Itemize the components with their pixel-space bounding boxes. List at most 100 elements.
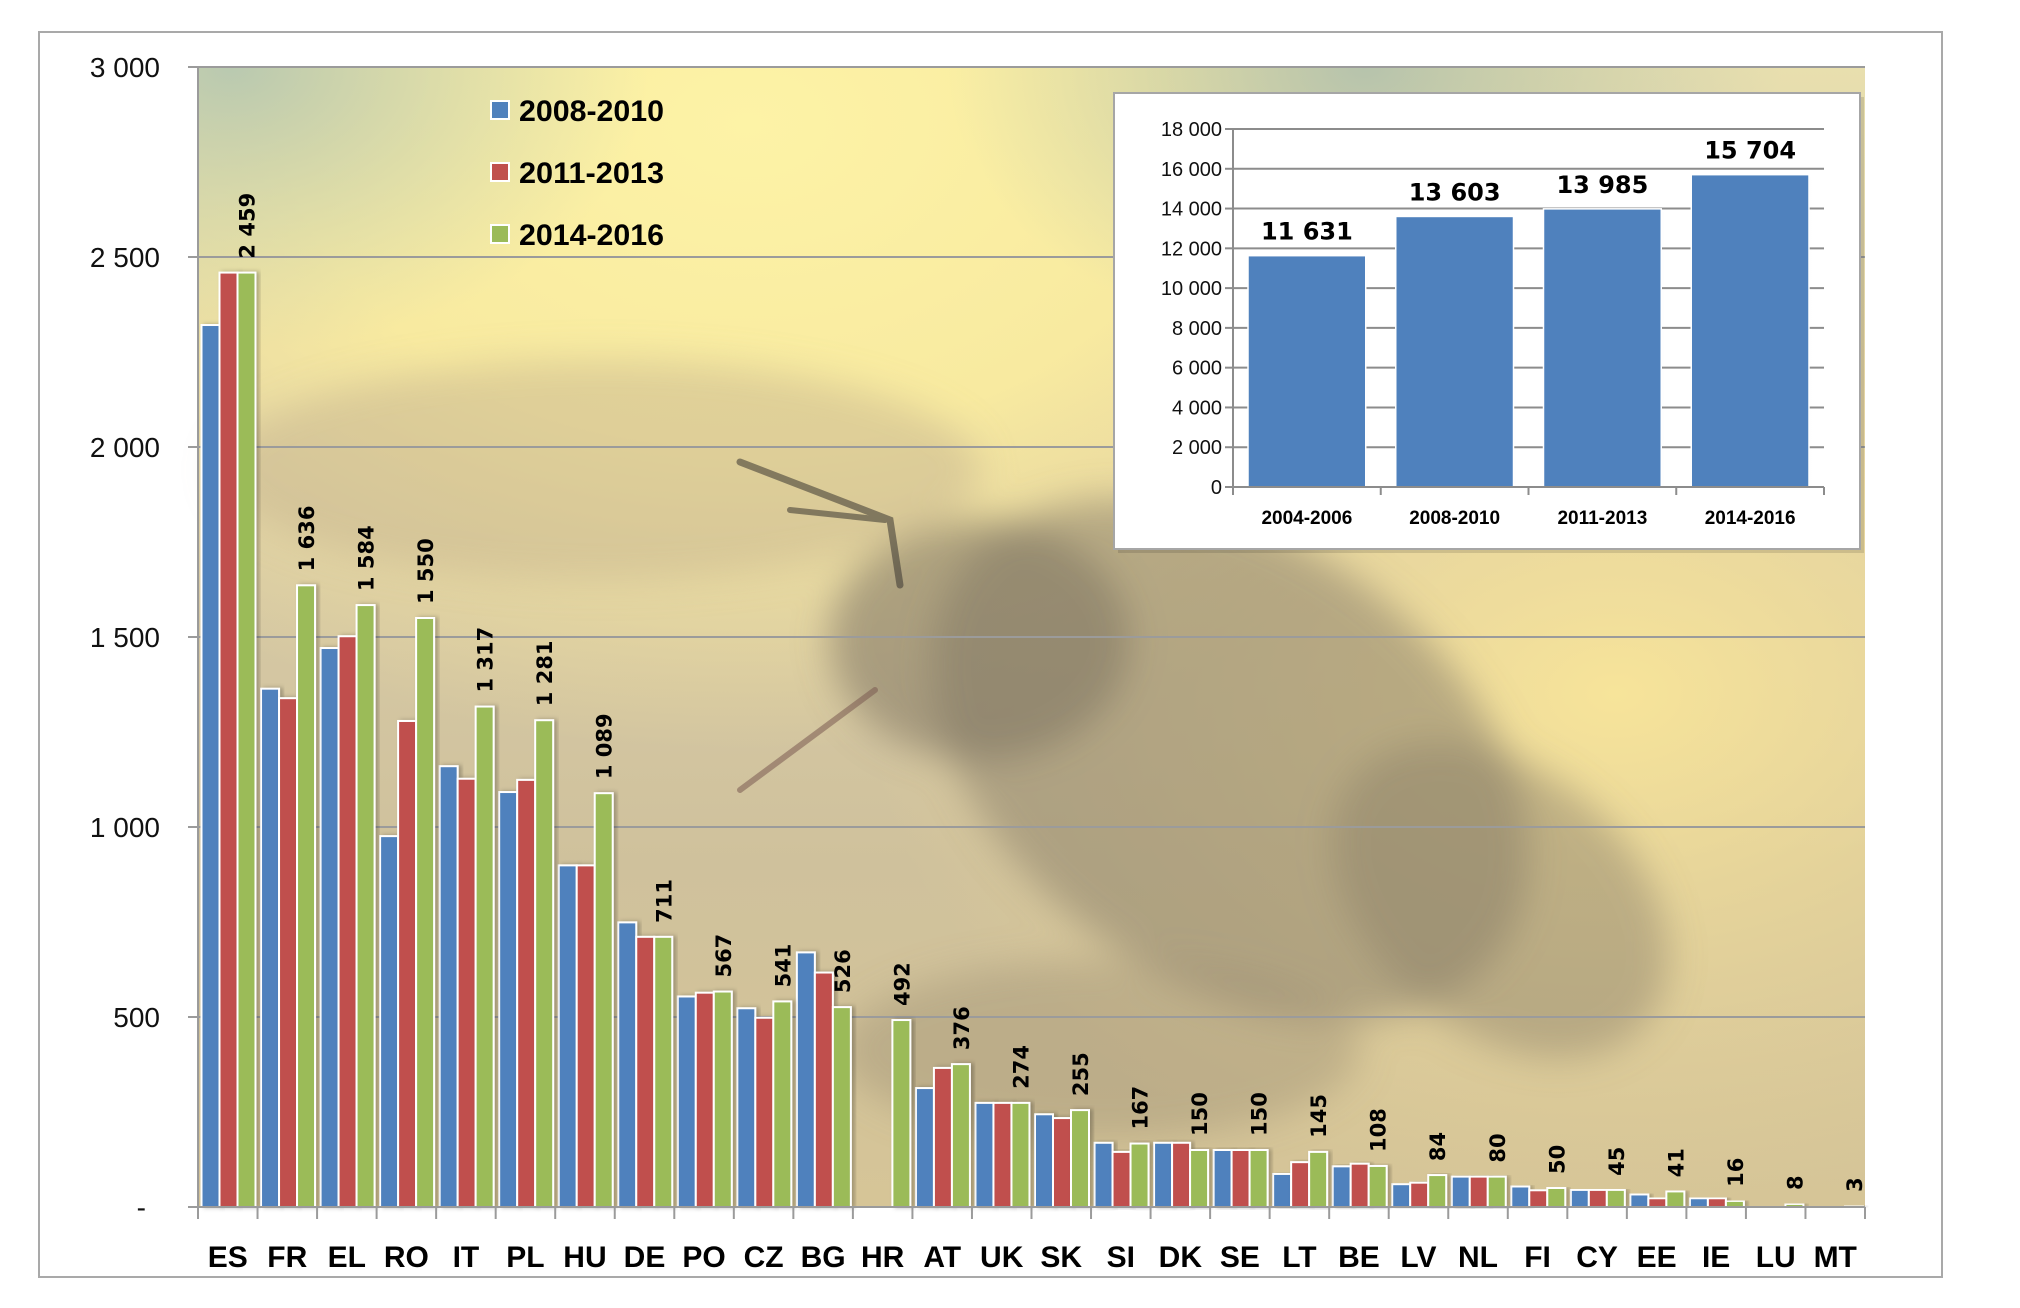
bar-2014-2016-FI [1546, 1187, 1567, 1208]
inset-y-tick-label: 16 000 [1161, 159, 1222, 181]
bar-2008-2010-NL [1450, 1175, 1471, 1208]
legend-swatch-2008-2010 [490, 100, 510, 120]
main-y-axis: - 500 1 000 1 500 2 000 2 500 3 000 [90, 52, 199, 1223]
x-tick-label: BG [801, 1241, 846, 1274]
x-tick-label: RO [384, 1241, 429, 1274]
y-tick-label: 2 500 [90, 242, 160, 273]
x-tick-label: PO [682, 1241, 725, 1274]
inset-y-tick-label: 2 000 [1172, 437, 1222, 459]
bar-2008-2010-FI [1510, 1185, 1531, 1208]
x-tick-label: CY [1576, 1241, 1618, 1274]
bar-2008-2010-BE [1331, 1165, 1352, 1208]
inset-x-tick-label: 2008-2010 [1409, 508, 1500, 529]
data-label: 50 [1545, 1145, 1569, 1174]
x-tick-label: SE [1220, 1241, 1260, 1274]
data-label: 1 584 [355, 525, 379, 591]
bar-2008-2010-LV [1391, 1183, 1412, 1208]
x-tick-label: FI [1524, 1241, 1551, 1274]
bar-2008-2010-EE [1629, 1193, 1650, 1208]
bar-2011-2013-FR [278, 697, 299, 1208]
x-tick-label: IT [453, 1241, 480, 1274]
x-tick-label: IE [1702, 1241, 1730, 1274]
main-x-axis: ES FR EL RO IT PL HU DE PO CZ BG HR AT UK SK SI DK SE LT BE… [188, 1206, 1866, 1274]
bar-2011-2013-EL [337, 635, 358, 1208]
bar-2014-2016-PL [534, 719, 555, 1208]
bar-2014-2016-SK [1070, 1109, 1090, 1208]
inset-x-tick-label: 2004-2006 [1261, 508, 1352, 529]
bar-2011-2013-HU [575, 864, 596, 1208]
data-label: 526 [831, 949, 855, 993]
bar-2014-2016-SI [1129, 1142, 1150, 1209]
data-label: 41 [1664, 1148, 1688, 1177]
inset-bar-2014-2016 [1690, 173, 1810, 488]
bar-2011-2013-LT [1290, 1161, 1311, 1209]
bar-2008-2010-DK [1153, 1141, 1174, 1209]
bar-2008-2010-AT [914, 1087, 935, 1209]
bar-2014-2016-AT [950, 1063, 971, 1208]
bar-2008-2010-IT [438, 765, 459, 1208]
legend-swatch-2011-2013 [490, 162, 510, 182]
main-bars [200, 271, 1864, 1209]
x-tick-label: HR [861, 1241, 905, 1274]
bar-2011-2013-SK [1052, 1117, 1072, 1208]
y-tick-label: 3 000 [90, 52, 160, 83]
data-label: 1 550 [414, 538, 438, 604]
inset-bars [1247, 173, 1813, 488]
inset-y-tick-label: 6 000 [1172, 358, 1222, 380]
x-tick-label: CZ [744, 1241, 784, 1274]
bar-2008-2010-DE [617, 921, 638, 1208]
x-tick-label: SK [1040, 1241, 1082, 1274]
x-tick-label: DK [1159, 1241, 1203, 1274]
bar-2008-2010-EL [319, 647, 340, 1208]
legend-label: 2014-2016 [519, 219, 664, 252]
bar-2011-2013-SI [1111, 1150, 1132, 1209]
bar-2014-2016-LV [1427, 1174, 1448, 1208]
data-label: 1 281 [533, 640, 557, 706]
main-data-labels: 2 459 1 636 1 584 1 550 1 317 1 281 1 089 711 56… [236, 193, 1867, 1192]
bar-2011-2013-DK [1171, 1141, 1192, 1209]
inset-data-label: 11 631 [1261, 218, 1353, 246]
bar-2008-2010-SI [1093, 1141, 1114, 1209]
bar-2011-2013-EE [1647, 1197, 1668, 1209]
data-label: 145 [1307, 1094, 1331, 1138]
x-tick-label: DE [624, 1241, 666, 1274]
bee-antenna [736, 458, 904, 793]
data-label: 8 [1783, 1175, 1807, 1190]
data-label: 16 [1724, 1158, 1748, 1187]
inset-x-tick-label: 2011-2013 [1557, 508, 1647, 529]
inset-y-tick-label: 14 000 [1161, 199, 1222, 221]
x-tick-label: NL [1458, 1241, 1498, 1274]
data-label: 492 [890, 962, 914, 1006]
x-tick-label: FR [267, 1241, 307, 1274]
bar-2008-2010-CY [1569, 1188, 1590, 1209]
bar-2008-2010-BG [795, 951, 816, 1209]
inset-y-tick-label: 4 000 [1172, 397, 1222, 419]
x-tick-label: LU [1756, 1241, 1796, 1274]
bar-2008-2010-UK [974, 1101, 995, 1209]
inset-y-tick-label: 8 000 [1172, 318, 1222, 340]
data-label: 3 [1843, 1177, 1867, 1192]
bar-2014-2016-IT [474, 705, 495, 1208]
legend: 2008-2010 2011-2013 2014-2016 [490, 95, 664, 252]
data-label: 274 [1009, 1045, 1033, 1089]
bar-2011-2013-IE [1706, 1197, 1727, 1209]
bar-2011-2013-CY [1587, 1188, 1608, 1209]
bar-2008-2010-ES [200, 324, 221, 1208]
bar-2011-2013-DE [635, 935, 656, 1208]
bar-2008-2010-SE [1212, 1149, 1233, 1208]
x-tick-label: UK [980, 1241, 1024, 1274]
bar-2014-2016-CY [1605, 1188, 1626, 1209]
inset-data-label: 13 603 [1409, 178, 1501, 206]
inset-y-tick-label: 12 000 [1161, 238, 1222, 260]
x-tick-label: LT [1282, 1241, 1316, 1274]
data-label: 108 [1367, 1108, 1391, 1152]
bar-2008-2010-HU [557, 864, 578, 1208]
bar-2011-2013-PO [694, 991, 715, 1208]
x-tick-label: MT [1814, 1241, 1857, 1274]
legend-label: 2008-2010 [519, 95, 664, 128]
data-label: 150 [1188, 1092, 1212, 1136]
inset-x-tick-label: 2014-2016 [1705, 508, 1796, 529]
legend-swatch-2014-2016 [490, 224, 510, 244]
legend-label: 2011-2013 [519, 157, 664, 190]
